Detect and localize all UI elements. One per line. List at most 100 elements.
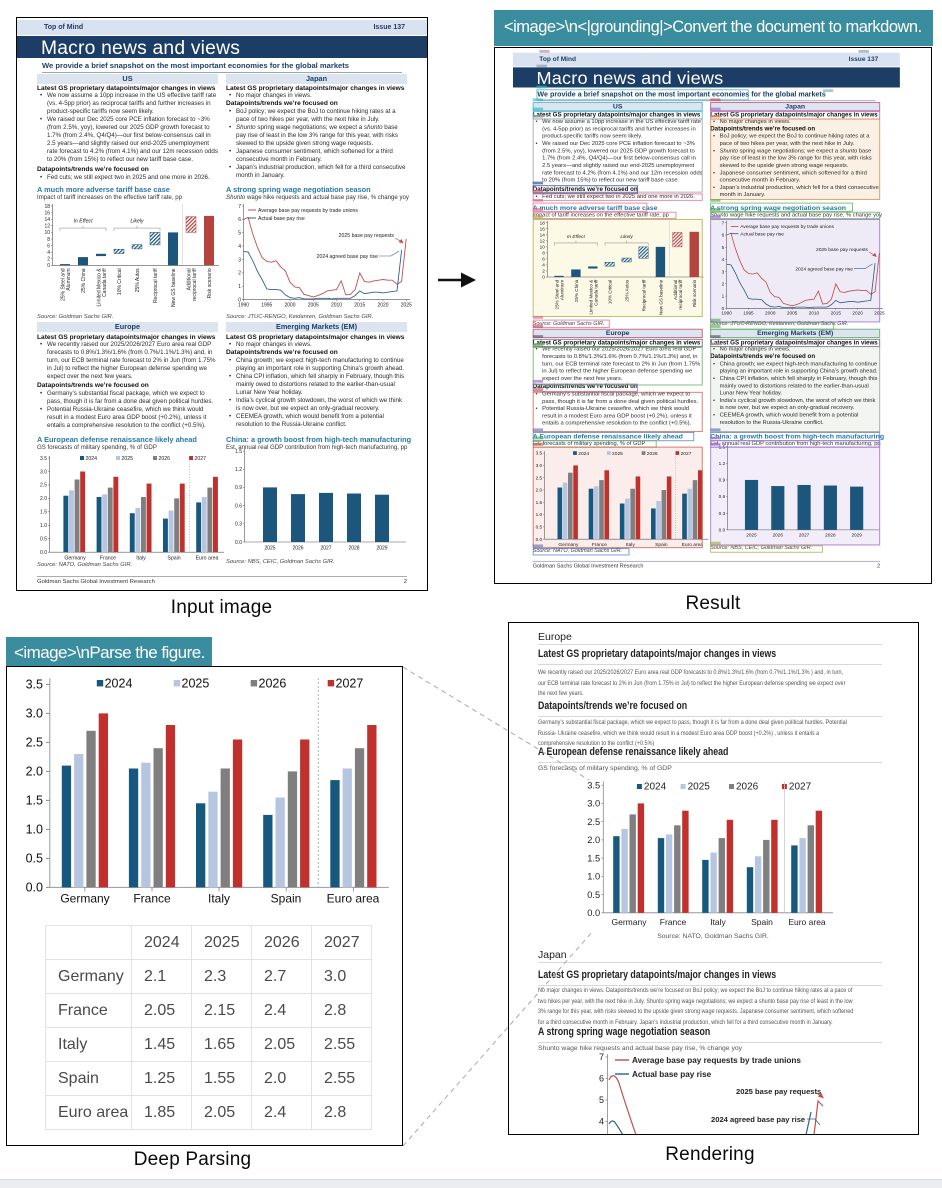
svg-text:Germany: Germany	[612, 917, 648, 927]
svg-text:2027: 2027	[320, 546, 331, 552]
svg-text:0.5: 0.5	[26, 852, 43, 866]
svg-text:6: 6	[721, 233, 724, 238]
svg-text:25% China: 25% China	[573, 280, 578, 303]
svg-text:2026: 2026	[292, 546, 303, 552]
svg-text:2024 agreed base pay rise: 2024 agreed base pay rise	[711, 1115, 805, 1124]
svg-text:2029: 2029	[376, 546, 387, 552]
svg-text:2026: 2026	[646, 451, 657, 457]
svg-text:2000: 2000	[765, 311, 776, 316]
svg-text:8: 8	[542, 251, 545, 256]
svg-text:2029: 2029	[851, 533, 862, 538]
svg-text:reciprocal tariff: reciprocal tariff	[192, 268, 198, 301]
svg-text:New GS baseline: New GS baseline	[171, 268, 177, 307]
svg-text:2025 base pay requests: 2025 base pay requests	[339, 233, 395, 239]
svg-text:10: 10	[44, 230, 50, 236]
svg-text:0.5: 0.5	[40, 537, 47, 543]
svg-text:3: 3	[721, 270, 724, 275]
svg-text:Spain: Spain	[655, 542, 668, 548]
svg-text:5: 5	[721, 245, 724, 250]
svg-text:Aluminum: Aluminum	[66, 268, 72, 290]
svg-text:2: 2	[238, 271, 241, 277]
svg-text:4: 4	[47, 250, 50, 256]
svg-text:1990: 1990	[721, 311, 732, 316]
svg-text:25% Steel and: 25% Steel and	[61, 268, 67, 301]
svg-text:10: 10	[539, 245, 545, 250]
svg-text:Italy: Italy	[626, 542, 636, 548]
svg-text:2025 base pay requests: 2025 base pay requests	[816, 247, 868, 253]
svg-text:1.0: 1.0	[40, 523, 47, 529]
svg-text:25% China: 25% China	[81, 268, 87, 293]
svg-text:2.0: 2.0	[535, 488, 542, 493]
svg-text:2026: 2026	[772, 533, 783, 538]
svg-text:7: 7	[238, 204, 241, 210]
svg-text:0: 0	[542, 275, 545, 280]
svg-text:2020: 2020	[377, 303, 388, 309]
svg-text:12: 12	[539, 239, 545, 244]
svg-text:2010: 2010	[808, 311, 819, 316]
svg-text:10% Critical: 10% Critical	[117, 268, 123, 295]
svg-text:3.5: 3.5	[535, 451, 542, 456]
svg-text:2026: 2026	[736, 782, 759, 793]
svg-text:2025: 2025	[688, 782, 711, 793]
svg-text:France: France	[660, 917, 687, 927]
svg-text:1.5: 1.5	[235, 449, 242, 455]
svg-text:0.0: 0.0	[40, 550, 47, 556]
svg-text:In Effect: In Effect	[73, 219, 93, 225]
svg-text:Risk scenario: Risk scenario	[692, 280, 697, 308]
svg-text:0.9: 0.9	[235, 485, 242, 491]
svg-text:2015: 2015	[830, 311, 841, 316]
svg-text:2025: 2025	[122, 456, 134, 462]
svg-text:0: 0	[47, 263, 50, 269]
svg-text:1.0: 1.0	[26, 823, 43, 837]
svg-text:2010: 2010	[331, 303, 342, 309]
svg-text:Italy: Italy	[710, 917, 726, 927]
svg-text:3.0: 3.0	[535, 463, 542, 468]
svg-text:2: 2	[721, 282, 724, 287]
svg-text:0.0: 0.0	[587, 908, 600, 918]
svg-text:Spain: Spain	[167, 556, 180, 562]
svg-text:6: 6	[542, 257, 545, 262]
svg-text:3.5: 3.5	[26, 678, 43, 692]
svg-text:Aluminum: Aluminum	[559, 280, 564, 300]
svg-text:France: France	[100, 556, 116, 562]
svg-text:25% Autos: 25% Autos	[624, 279, 629, 301]
svg-text:2027: 2027	[680, 451, 691, 457]
svg-text:4: 4	[599, 1117, 604, 1127]
svg-text:Euro area: Euro area	[196, 556, 219, 562]
svg-text:Actual base pay rise: Actual base pay rise	[632, 1070, 712, 1079]
svg-text:2024: 2024	[105, 677, 133, 691]
svg-text:2026: 2026	[259, 677, 287, 691]
svg-text:reciprocal tariff: reciprocal tariff	[678, 279, 683, 310]
svg-text:New GS baseline: New GS baseline	[658, 280, 663, 316]
svg-text:Italy: Italy	[136, 556, 146, 562]
svg-text:2.0: 2.0	[40, 496, 47, 502]
svg-text:2025: 2025	[874, 311, 885, 316]
svg-text:Limited Mexico &: Limited Mexico &	[97, 268, 103, 307]
svg-text:10% Critical: 10% Critical	[607, 280, 612, 304]
svg-text:3.0: 3.0	[40, 469, 47, 475]
svg-text:2.0: 2.0	[26, 765, 43, 779]
svg-text:12: 12	[44, 224, 50, 230]
svg-text:1.5: 1.5	[40, 510, 47, 516]
svg-text:3.5: 3.5	[40, 456, 47, 462]
svg-text:Average base pay requests by t: Average base pay requests by trade union…	[258, 208, 358, 214]
svg-text:14: 14	[539, 233, 545, 238]
svg-text:2.5: 2.5	[587, 817, 600, 827]
svg-text:2.5: 2.5	[40, 483, 47, 489]
svg-text:Reciprocal tariff: Reciprocal tariff	[153, 268, 159, 303]
svg-text:Actual base pay rise: Actual base pay rise	[258, 216, 305, 222]
svg-text:2024: 2024	[644, 782, 667, 793]
svg-text:2.0: 2.0	[587, 835, 600, 845]
svg-text:In Effect: In Effect	[567, 234, 586, 240]
svg-text:2000: 2000	[284, 303, 295, 309]
svg-text:2024 agreed base pay rise: 2024 agreed base pay rise	[795, 267, 853, 273]
svg-text:1.0: 1.0	[535, 512, 542, 517]
svg-text:Likely: Likely	[620, 234, 633, 240]
svg-text:6: 6	[599, 1074, 604, 1084]
svg-text:4: 4	[721, 257, 724, 262]
svg-text:France: France	[133, 891, 171, 905]
svg-text:0: 0	[238, 297, 241, 303]
svg-text:4: 4	[238, 244, 241, 250]
svg-text:7: 7	[599, 1052, 604, 1062]
svg-text:2024: 2024	[86, 456, 98, 462]
